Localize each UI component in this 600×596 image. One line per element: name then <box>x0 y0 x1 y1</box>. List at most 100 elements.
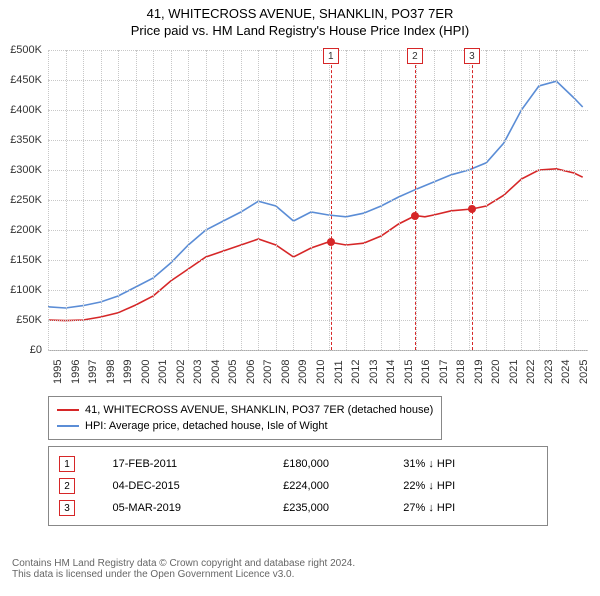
y-gridline <box>48 50 588 51</box>
legend-label: HPI: Average price, detached house, Isle… <box>85 420 328 432</box>
x-tick-label: 1995 <box>52 360 64 384</box>
x-tick-label: 2008 <box>280 360 292 384</box>
y-tick-label: £350K <box>10 134 48 146</box>
event-price: £235,000 <box>283 497 403 519</box>
x-tick-label: 2019 <box>473 360 485 384</box>
y-tick-label: £100K <box>10 284 48 296</box>
x-gridline <box>329 50 330 350</box>
x-tick-label: 2011 <box>333 360 345 384</box>
y-gridline <box>48 320 588 321</box>
x-gridline <box>241 50 242 350</box>
x-gridline <box>539 50 540 350</box>
x-tick-label: 2000 <box>140 360 152 384</box>
x-tick-label: 2025 <box>578 360 590 384</box>
footnote-line2: This data is licensed under the Open Gov… <box>12 569 588 580</box>
x-gridline <box>504 50 505 350</box>
event-date: 17-FEB-2011 <box>113 453 284 475</box>
event-price: £180,000 <box>283 453 403 475</box>
marker-line-3 <box>472 50 473 350</box>
x-tick-label: 2012 <box>350 360 362 384</box>
x-gridline <box>521 50 522 350</box>
y-gridline <box>48 260 588 261</box>
footnote: Contains HM Land Registry data © Crown c… <box>12 558 588 580</box>
x-tick-label: 2001 <box>157 360 169 384</box>
x-gridline <box>153 50 154 350</box>
legend-swatch <box>57 425 79 427</box>
event-delta: 31% ↓ HPI <box>403 453 537 475</box>
series-line-1 <box>48 81 583 308</box>
y-tick-label: £300K <box>10 164 48 176</box>
event-marker-2: 2 <box>59 478 75 494</box>
chart-title-line1: 41, WHITECROSS AVENUE, SHANKLIN, PO37 7E… <box>0 6 600 21</box>
x-gridline <box>364 50 365 350</box>
x-gridline <box>66 50 67 350</box>
legend-label: 41, WHITECROSS AVENUE, SHANKLIN, PO37 7E… <box>85 404 433 416</box>
x-tick-label: 2016 <box>420 360 432 384</box>
marker-line-1 <box>331 50 332 350</box>
x-tick-label: 2014 <box>385 360 397 384</box>
y-gridline <box>48 350 588 351</box>
x-gridline <box>136 50 137 350</box>
chart-title-line2: Price paid vs. HM Land Registry's House … <box>0 23 600 38</box>
y-tick-label: £450K <box>10 74 48 86</box>
y-gridline <box>48 200 588 201</box>
x-gridline <box>258 50 259 350</box>
x-tick-label: 2005 <box>227 360 239 384</box>
x-gridline <box>223 50 224 350</box>
events-table: 117-FEB-2011£180,00031% ↓ HPI 2 04-DEC-201… <box>48 446 548 526</box>
chart-titles: 41, WHITECROSS AVENUE, SHANKLIN, PO37 7E… <box>0 6 600 38</box>
x-tick-label: 2024 <box>560 360 572 384</box>
event-row-1: 117-FEB-2011£180,00031% ↓ HPI <box>59 453 537 475</box>
x-gridline <box>434 50 435 350</box>
x-gridline <box>206 50 207 350</box>
y-gridline <box>48 80 588 81</box>
x-gridline <box>311 50 312 350</box>
marker-box-1: 1 <box>323 48 339 64</box>
x-tick-label: 1997 <box>87 360 99 384</box>
x-gridline <box>574 50 575 350</box>
event-delta: 22% ↓ HPI <box>403 475 537 497</box>
x-gridline <box>48 50 49 350</box>
event-price: £224,000 <box>283 475 403 497</box>
x-tick-label: 2006 <box>245 360 257 384</box>
event-row-3: 305-MAR-2019£235,00027% ↓ HPI <box>59 497 537 519</box>
y-gridline <box>48 140 588 141</box>
plot-area: £0£50K£100K£150K£200K£250K£300K£350K£400… <box>48 50 588 351</box>
x-gridline <box>171 50 172 350</box>
legend-item-0: 41, WHITECROSS AVENUE, SHANKLIN, PO37 7E… <box>57 402 433 418</box>
y-tick-label: £500K <box>10 44 48 56</box>
series-line-0 <box>48 169 583 321</box>
x-tick-label: 2004 <box>210 360 222 384</box>
x-gridline <box>399 50 400 350</box>
x-tick-label: 2023 <box>543 360 555 384</box>
x-gridline <box>469 50 470 350</box>
x-gridline <box>451 50 452 350</box>
y-tick-label: £250K <box>10 194 48 206</box>
legend-item-1: HPI: Average price, detached house, Isle… <box>57 418 433 434</box>
x-gridline <box>486 50 487 350</box>
y-tick-label: £0 <box>30 344 48 356</box>
y-tick-label: £400K <box>10 104 48 116</box>
x-tick-label: 1998 <box>105 360 117 384</box>
y-gridline <box>48 170 588 171</box>
x-gridline <box>381 50 382 350</box>
sale-point-1 <box>327 238 335 246</box>
event-date: 05-MAR-2019 <box>113 497 284 519</box>
x-tick-label: 2003 <box>192 360 204 384</box>
legend: 41, WHITECROSS AVENUE, SHANKLIN, PO37 7E… <box>48 396 442 440</box>
x-tick-label: 2020 <box>490 360 502 384</box>
marker-box-3: 3 <box>464 48 480 64</box>
x-tick-label: 2017 <box>438 360 450 384</box>
x-gridline <box>416 50 417 350</box>
x-tick-label: 2015 <box>403 360 415 384</box>
x-tick-label: 1999 <box>122 360 134 384</box>
x-gridline <box>83 50 84 350</box>
y-gridline <box>48 110 588 111</box>
event-date: 04-DEC-2015 <box>113 475 284 497</box>
marker-box-2: 2 <box>407 48 423 64</box>
x-gridline <box>276 50 277 350</box>
chart-container: 41, WHITECROSS AVENUE, SHANKLIN, PO37 7E… <box>0 6 600 596</box>
x-gridline <box>188 50 189 350</box>
x-tick-label: 1996 <box>70 360 82 384</box>
x-tick-label: 2010 <box>315 360 327 384</box>
